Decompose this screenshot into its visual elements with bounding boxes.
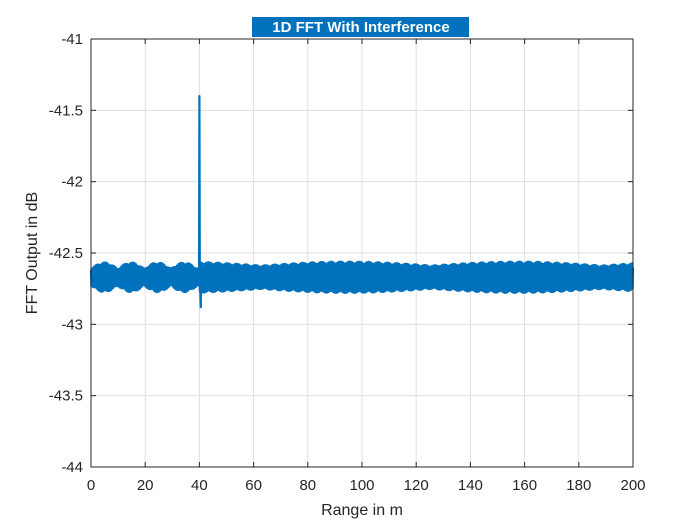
- x-tick-label: 100: [349, 477, 374, 494]
- chart-title: 1D FFT With Interference: [272, 19, 449, 36]
- y-tick-label: -41: [61, 31, 83, 48]
- y-tick-label: -44: [61, 459, 83, 476]
- x-tick-label: 60: [245, 477, 262, 494]
- y-tick-label: -41.5: [49, 102, 83, 119]
- x-axis-label: Range in m: [321, 502, 403, 519]
- x-tick-label: 0: [87, 477, 95, 494]
- x-tick-label: 180: [566, 477, 591, 494]
- x-tick-label: 200: [620, 477, 645, 494]
- x-tick-label: 40: [191, 477, 208, 494]
- y-tick-label: -42: [61, 174, 83, 191]
- y-tick-label: -43.5: [49, 388, 83, 405]
- y-tick-label: -42.5: [49, 245, 83, 262]
- x-tick-label: 120: [404, 477, 429, 494]
- y-axis-label: FFT Output in dB: [24, 192, 41, 314]
- series-line: [89, 94, 635, 309]
- series-group: [89, 94, 635, 309]
- y-axis-ticks: -44 -43.5 -43 -42.5 -42 -41.5 -41: [49, 31, 633, 476]
- title-background: [252, 17, 469, 37]
- y-tick-label: -43: [61, 316, 83, 333]
- x-tick-label: 160: [512, 477, 537, 494]
- x-tick-label: 140: [458, 477, 483, 494]
- x-tick-label: 20: [137, 477, 154, 494]
- x-tick-label: 80: [299, 477, 316, 494]
- x-axis-ticks: 0 20 40 60 80 100 120 140 160 180 200: [87, 39, 646, 494]
